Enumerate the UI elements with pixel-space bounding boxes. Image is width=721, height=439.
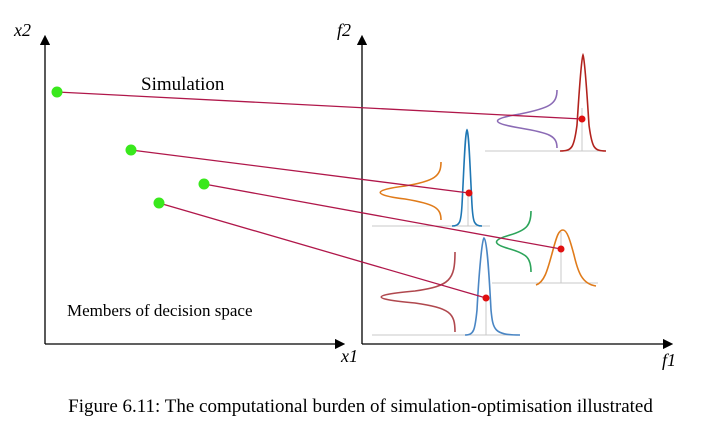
member-point — [125, 144, 137, 156]
decision-members — [51, 86, 210, 209]
member-point — [51, 86, 63, 98]
link-line — [56, 91, 583, 120]
link-line — [158, 202, 487, 299]
distribution-group-3 — [492, 210, 598, 287]
x1-axis-label: x1 — [340, 346, 358, 366]
figure-caption: Figure 6.11: The computational burden of… — [68, 396, 653, 417]
member-point — [153, 197, 165, 209]
simulation-links — [56, 91, 583, 299]
objective-point — [482, 294, 490, 302]
objective-points — [465, 115, 586, 302]
f1-axis-label: f1 — [662, 350, 676, 370]
f2-distribution-curve — [380, 251, 456, 333]
decision-space-label: Members of decision space — [67, 301, 253, 320]
simulation-label: Simulation — [141, 74, 225, 95]
x2-axis-label: x2 — [13, 20, 31, 40]
f2-axis-label: f2 — [337, 20, 351, 40]
f1-distribution-curve — [451, 128, 483, 227]
link-line — [203, 183, 562, 250]
f2-distribution-curve — [495, 210, 532, 273]
objective-point — [578, 115, 586, 123]
objective-space-axes: f2 f1 — [337, 20, 676, 370]
f2-distribution-curve — [379, 161, 442, 221]
objective-point — [557, 245, 565, 253]
f2-distribution-curve — [496, 89, 558, 149]
f1-distribution-curve — [535, 229, 597, 287]
member-point — [198, 178, 210, 190]
f1-distribution-curve — [464, 236, 521, 336]
link-line — [130, 149, 470, 194]
distribution-group-4 — [372, 236, 521, 336]
simulation-optimisation-diagram: x2 x1 f2 f1 Simulation Members of decisi… — [13, 20, 676, 370]
distribution-group-1 — [485, 52, 607, 152]
distribution-group-2 — [372, 128, 490, 227]
objective-point — [465, 189, 473, 197]
f1-distribution-curve — [559, 52, 607, 152]
decision-space-axes: x2 x1 — [13, 20, 358, 366]
